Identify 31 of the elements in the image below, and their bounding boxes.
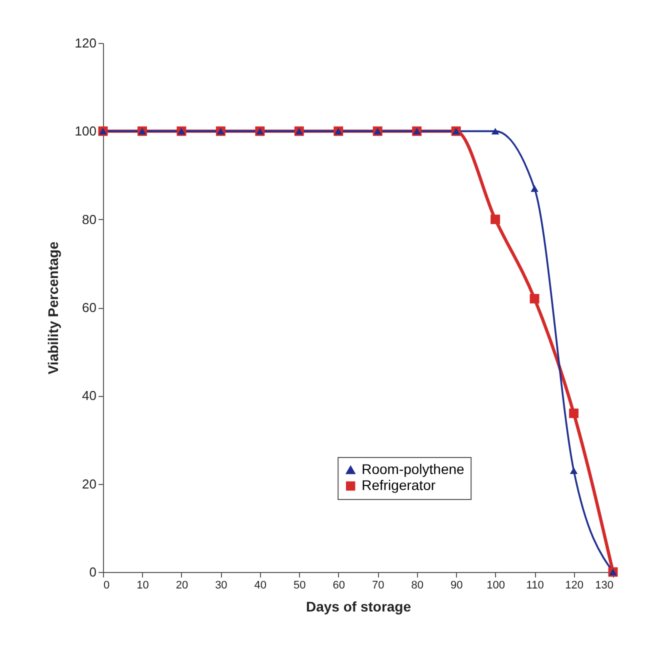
x-tick-label: 100 [486,580,505,592]
x-tick-label: 20 [176,580,188,592]
point [570,467,578,474]
x-tick-label: 0 [104,580,110,592]
y-axis-title: Viability Percentage [44,241,61,374]
point [569,408,579,418]
y-tick-label: 20 [82,476,96,492]
y-tick-label: 100 [74,124,96,139]
x-tick-label: 130 [595,580,614,592]
y-tick-label: 40 [82,388,96,404]
y-tick-label: 0 [89,564,96,580]
legend-label: Room-polythene [362,461,465,477]
x-tick-label: 110 [526,580,544,592]
x-tick-label: 70 [372,580,384,592]
y-tick-label: 80 [82,212,96,227]
x-tick-label: 90 [450,580,463,592]
point [490,214,500,224]
x-axis-title: Days of storage [306,598,412,614]
x-tick-label: 120 [565,580,584,592]
point [530,185,538,192]
x-tick-label: 40 [254,580,267,592]
legend-label: Refrigerator [362,477,436,493]
x-tick-label: 30 [215,580,228,592]
x-tick-label: 50 [294,580,306,592]
x-tick-label: 80 [411,580,424,592]
point [530,294,540,304]
x-tick-label: 10 [136,580,149,592]
point [491,128,500,135]
y-tick-label: 120 [74,36,96,50]
y-tick-label: 60 [82,300,96,315]
x-tick-label: 60 [332,580,346,592]
